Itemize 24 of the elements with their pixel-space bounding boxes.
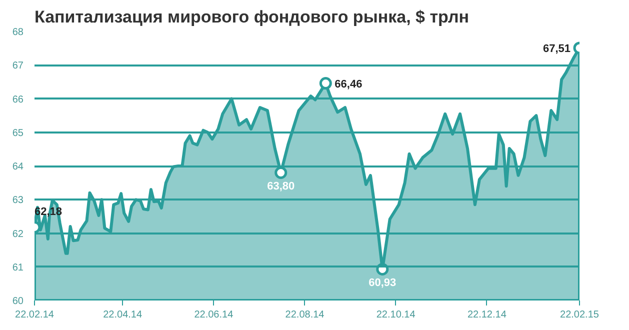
y-tick-label: 64 [12,162,24,172]
annotation: 66,46 [334,78,362,90]
annotation: 63,80 [267,180,295,193]
x-tick-label: 22.02.14 [15,310,54,320]
point [274,166,288,179]
annotation: 62,18 [34,206,62,218]
y-tick-label: 66 [12,94,24,106]
x-tick-label: 22.12.14 [467,310,507,320]
y-tick-label: 61 [12,262,24,274]
annotation: 60,93 [368,277,396,290]
x-tick-label: 22.04.14 [103,310,142,320]
x-tick-label: 22.02.15 [560,310,600,320]
y-tick-label: 63 [12,195,24,206]
y-tick-label: 62 [12,228,24,240]
annotation: 67,51 [542,42,571,55]
x-tick-label: 22.06.14 [194,310,234,320]
y-tick-label: 67 [12,60,24,72]
chart-title: Капитализация мирового фондового рынка, $ трлн [34,8,470,26]
point [319,77,332,90]
x-tick-label: 22.08.14 [285,310,325,320]
y-tick-label: 65 [12,128,24,139]
y-tick-label: 60 [12,296,24,307]
x-tick-label: 22.10.14 [376,310,416,320]
y-tick-label: 68 [12,27,24,38]
